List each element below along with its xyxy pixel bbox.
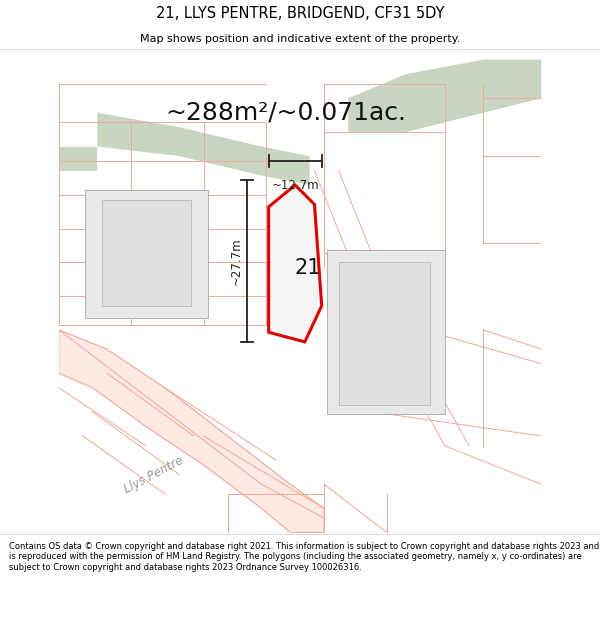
Bar (85, 190, 208, 318)
Polygon shape (59, 146, 97, 171)
Polygon shape (269, 185, 322, 342)
Bar (338, 262, 430, 404)
Text: ~12.7m: ~12.7m (271, 179, 319, 192)
Text: ~27.7m: ~27.7m (230, 238, 243, 285)
Text: 21: 21 (295, 258, 321, 278)
Polygon shape (59, 330, 324, 532)
Polygon shape (97, 112, 310, 185)
Text: 21, LLYS PENTRE, BRIDGEND, CF31 5DY: 21, LLYS PENTRE, BRIDGEND, CF31 5DY (156, 6, 444, 21)
Text: Llys Pentre: Llys Pentre (121, 454, 185, 496)
Polygon shape (348, 59, 541, 132)
Text: Contains OS data © Crown copyright and database right 2021. This information is : Contains OS data © Crown copyright and d… (9, 542, 599, 571)
Bar (102, 199, 191, 306)
Text: ~288m²/~0.071ac.: ~288m²/~0.071ac. (165, 101, 406, 125)
Bar (326, 250, 445, 414)
Text: Map shows position and indicative extent of the property.: Map shows position and indicative extent… (140, 34, 460, 44)
